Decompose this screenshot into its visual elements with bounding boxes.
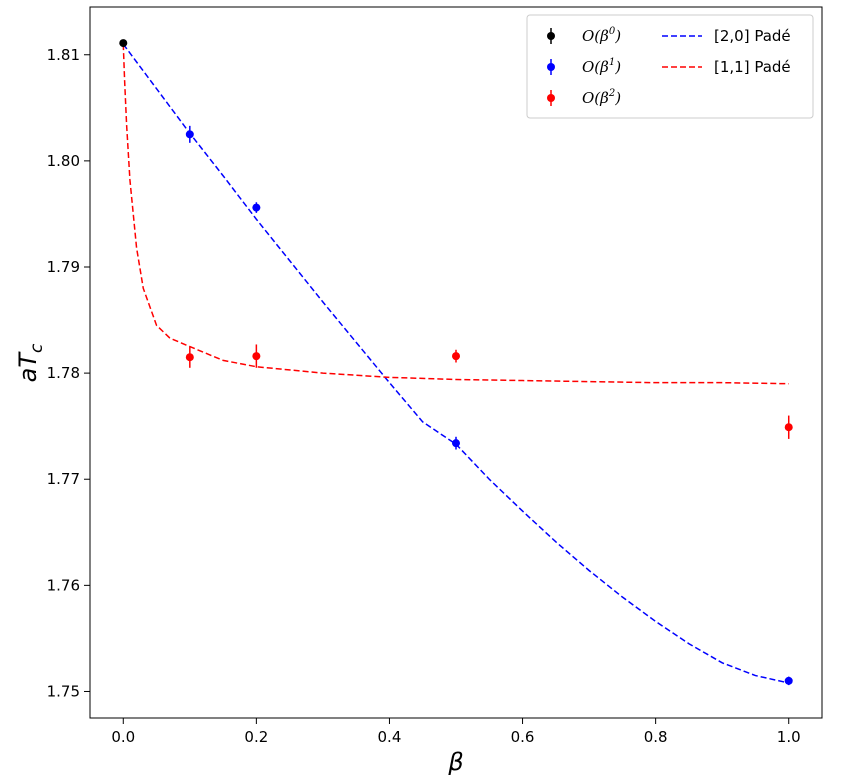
data-point-1-3 (784, 676, 793, 686)
y-tick-label: 1.76 (47, 576, 80, 594)
point-marker (119, 39, 128, 48)
y-tick-label: 1.78 (47, 364, 80, 382)
legend-label: [1,1] Padé (714, 58, 791, 76)
legend-marker (547, 94, 555, 102)
legend-entry-order-0: O(β0) (547, 26, 621, 45)
legend-entry-pade-20: [2,0] Padé (662, 27, 791, 45)
data-point-2-3 (784, 415, 793, 439)
x-tick-label: 0.6 (511, 728, 535, 746)
y-axis-label: aTc (14, 343, 47, 382)
data-point-2-2 (452, 349, 460, 363)
point-marker (185, 130, 194, 139)
y-axis-ticks: 1.75 1.76 1.77 1.78 1.79 1.80 1.81 (47, 46, 90, 700)
point-marker (252, 203, 261, 212)
point-marker (252, 352, 261, 361)
x-tick-label: 1.0 (777, 728, 801, 746)
y-tick-label: 1.77 (47, 470, 80, 488)
data-points (119, 39, 793, 686)
y-axis-label-main: aT (14, 351, 42, 383)
legend-entry-order-1: O(β1) (547, 57, 621, 76)
x-tick-label: 0.8 (644, 728, 668, 746)
point-marker (452, 439, 460, 448)
legend-label: O(β2) (582, 88, 621, 107)
data-point-0-0 (119, 39, 128, 48)
y-tick-label: 1.75 (47, 682, 80, 700)
data-point-2-0 (185, 346, 194, 368)
x-axis-label: β (447, 748, 463, 776)
pade-curve-4 (122, 44, 789, 385)
legend: O(β0) O(β1) O(β2) [2,0] Padé [1,1] Padé (526, 14, 814, 119)
y-tick-label: 1.79 (47, 258, 80, 276)
point-marker (452, 352, 460, 361)
legend-marker (547, 32, 555, 40)
point-marker (784, 676, 793, 685)
legend-entry-pade-11: [1,1] Padé (662, 58, 791, 76)
legend-frame (526, 14, 814, 119)
legend-entry-order-2: O(β2) (547, 88, 621, 107)
data-point-2-1 (252, 344, 261, 368)
x-tick-label: 0.2 (244, 728, 268, 746)
point-marker (185, 353, 194, 362)
x-tick-label: 0.4 (378, 728, 402, 746)
data-point-1-2 (452, 436, 460, 450)
legend-label: O(β1) (582, 57, 621, 76)
y-tick-label: 1.80 (47, 152, 80, 170)
legend-label: O(β0) (582, 26, 621, 45)
point-marker (784, 423, 793, 432)
y-tick-label: 1.81 (47, 46, 80, 64)
x-axis-ticks: 0.0 0.2 0.4 0.6 0.8 1.0 (111, 718, 801, 746)
data-point-1-1 (252, 202, 261, 213)
data-point-1-0 (185, 125, 194, 143)
legend-marker (547, 63, 555, 71)
y-axis-label-sub: c (27, 343, 47, 353)
legend-label: [2,0] Padé (714, 27, 791, 45)
x-tick-label: 0.0 (111, 728, 135, 746)
